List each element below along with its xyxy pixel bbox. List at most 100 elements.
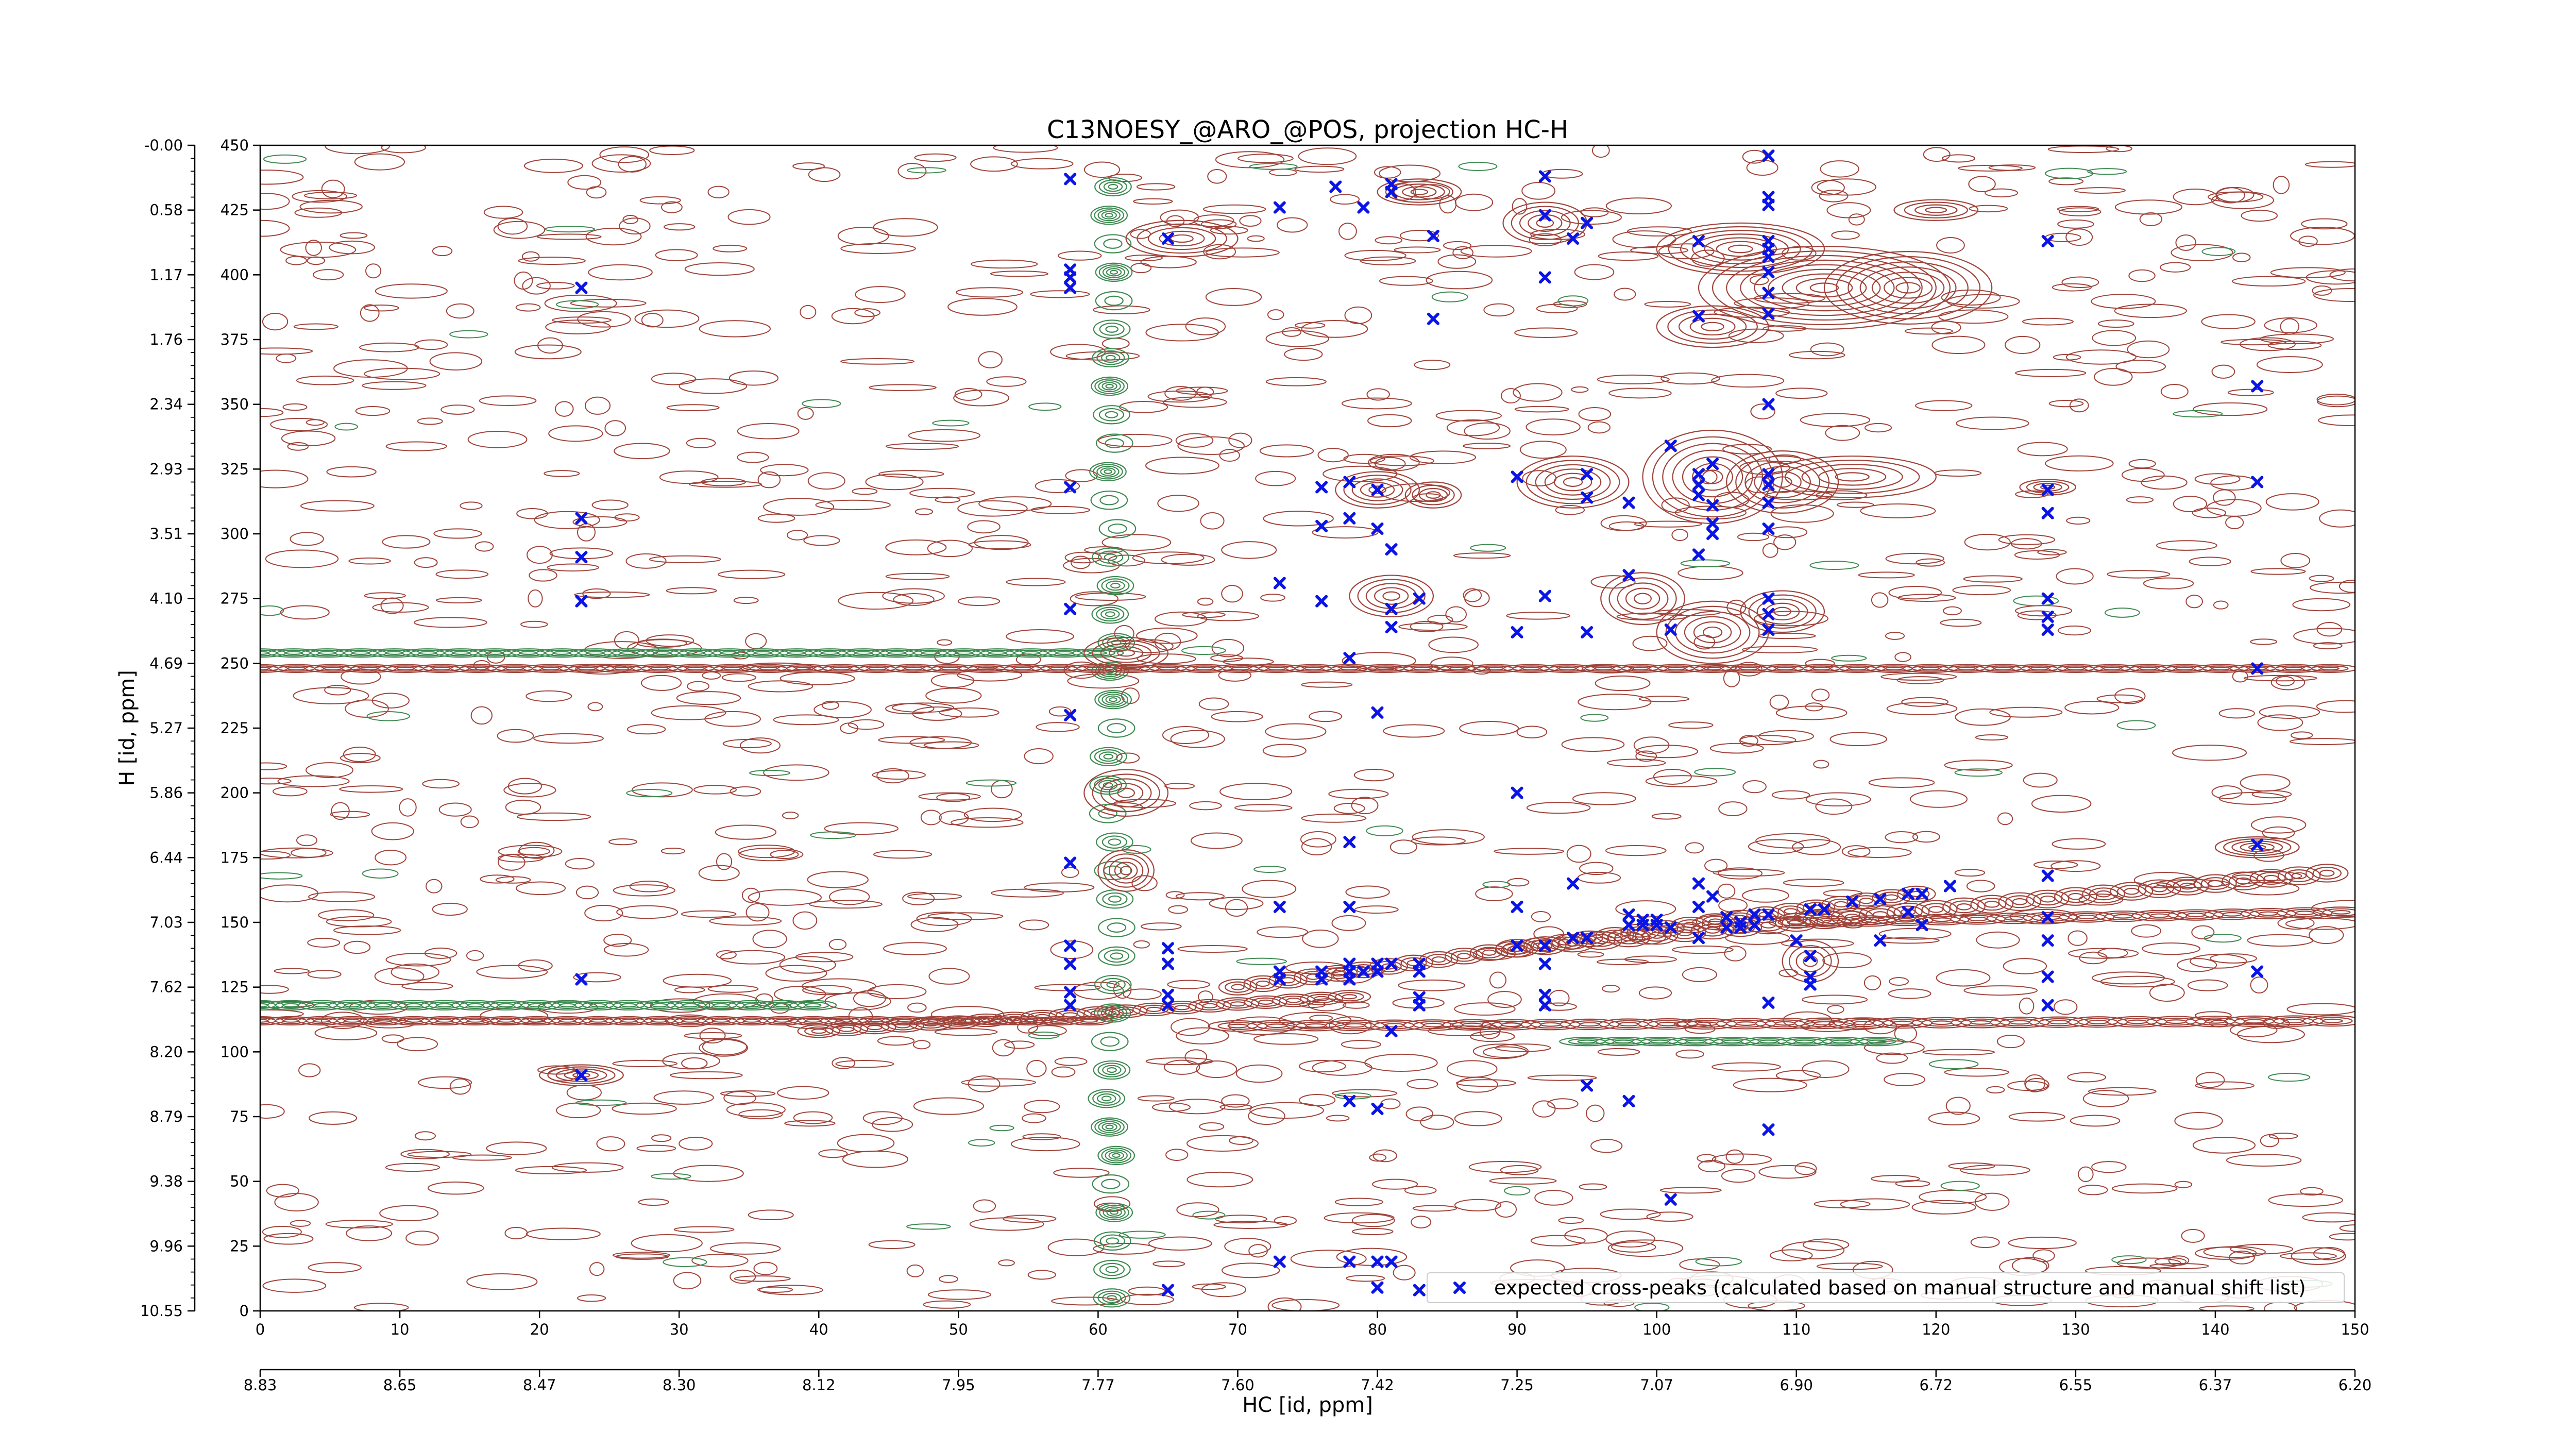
noise-contour: [2286, 1003, 2355, 1016]
contour-ring: [2145, 882, 2174, 896]
contour-ring: [2151, 885, 2167, 892]
cross-peak-marker: [1790, 934, 1803, 947]
noise-contour: [521, 251, 540, 262]
contour-ring: [916, 1019, 945, 1029]
contour-ring: [1099, 495, 1119, 506]
noise-contour: [1659, 1187, 1722, 1194]
cross-peak-marker: [1064, 281, 1077, 294]
y-tick-label: 400: [221, 266, 249, 283]
noise-contour: [1346, 1275, 1385, 1282]
noise-contour: [414, 1131, 436, 1141]
contour-ring: [1105, 438, 1125, 448]
noise-contour: [526, 690, 572, 702]
noise-contour: [2329, 1233, 2355, 1241]
noise-contour: [1945, 1097, 1971, 1115]
x-tick-label: 50: [949, 1321, 968, 1338]
noise-contour: [969, 1217, 1044, 1231]
cross-peak-marker: [1385, 957, 1398, 970]
noise-contour: [2190, 954, 2247, 969]
noise-contour: [829, 888, 870, 905]
contour-ring: [1092, 1091, 1121, 1106]
contour-ring: [1859, 898, 1873, 904]
noise-contour: [872, 1117, 913, 1132]
noise-contour: [2019, 997, 2035, 1015]
noise-contour: [260, 170, 304, 185]
noise-contour: [1714, 307, 1790, 318]
noise-contour: [1334, 1198, 1384, 1206]
contour-ring: [1740, 590, 1825, 633]
noise-contour: [570, 298, 647, 308]
contour-ring: [1101, 382, 1117, 391]
noise-contour: [2270, 267, 2346, 278]
contour-ring: [1096, 576, 1134, 596]
noise-contour: [1219, 449, 1240, 462]
contour-ring: [1103, 853, 1149, 888]
contour-ring: [1678, 313, 1747, 340]
noise-contour: [1454, 1199, 1502, 1211]
contour-ring: [1279, 996, 1309, 1005]
noise-contour: [1769, 694, 1789, 710]
contour-ring: [2054, 887, 2097, 906]
noise-contour: [340, 753, 381, 764]
contour-ring: [1393, 183, 1445, 200]
noise-contour: [840, 722, 859, 734]
contour-ring: [547, 1066, 616, 1084]
contour-ring: [1083, 769, 1169, 817]
noise-contour: [618, 156, 647, 173]
contour-ring: [1094, 207, 1124, 223]
noise-contour: [2232, 252, 2251, 262]
noise-contour: [1885, 632, 1905, 640]
noise-contour: [371, 693, 410, 709]
noise-contour: [2126, 496, 2154, 503]
noise-contour: [290, 532, 324, 546]
noise-contour: [1344, 249, 1406, 261]
noise-contour: [1399, 230, 1439, 242]
noise-contour: [2187, 979, 2228, 991]
noise-contour: [544, 294, 617, 312]
noise-contour: [639, 196, 681, 205]
noise-contour: [978, 351, 1003, 368]
noise-contour: [1964, 533, 2011, 551]
noise-contour: [2230, 1243, 2294, 1255]
cross-peak-marker: [1762, 623, 1775, 636]
contour-ring: [1586, 934, 1616, 947]
contour-ring: [1956, 903, 1972, 911]
noise-contour: [503, 783, 556, 798]
noise-contour: [1411, 836, 1466, 846]
y-ppm-tick-label: 5.27: [149, 719, 183, 737]
contour-ring: [1094, 861, 1132, 881]
noise-contour: [296, 834, 318, 847]
noise-contour: [585, 227, 642, 246]
noise-contour: [2024, 1074, 2046, 1092]
noise-contour: [2160, 384, 2189, 399]
noise-contour: [1608, 387, 1672, 399]
noise-contour: [1163, 396, 1227, 408]
noise-contour: [2309, 926, 2344, 945]
noise-contour: [1061, 867, 1079, 878]
noise-contour: [1811, 688, 1830, 702]
noise-contour: [405, 1231, 439, 1246]
noise-contour: [348, 557, 391, 565]
noise-contour: [1644, 300, 1691, 308]
noise-contour: [1197, 990, 1213, 1003]
noise-contour: [1816, 1262, 1883, 1270]
cross-peak-marker: [1064, 856, 1077, 869]
cross-peak-marker: [1874, 892, 1887, 905]
contour-ring: [1083, 1008, 1113, 1018]
contour-ring: [1977, 898, 2007, 911]
noise-contour: [483, 206, 523, 219]
x-ppm-tick-label: 7.77: [1081, 1376, 1115, 1394]
contour-ring: [1823, 250, 1993, 325]
contour-ring: [2302, 1015, 2355, 1027]
noise-contour: [1579, 1183, 1607, 1191]
noise-contour: [586, 186, 607, 199]
noise-contour: [260, 408, 284, 417]
noise-contour: [414, 557, 438, 568]
noise-contour: [1591, 145, 1610, 158]
noise-contour: [1916, 558, 1945, 567]
contour-ring: [811, 1028, 826, 1034]
cross-peak-marker: [1161, 942, 1174, 955]
noise-contour: [1519, 441, 1567, 459]
contour-ring: [1110, 1210, 1118, 1215]
contour-ring: [937, 1015, 980, 1029]
